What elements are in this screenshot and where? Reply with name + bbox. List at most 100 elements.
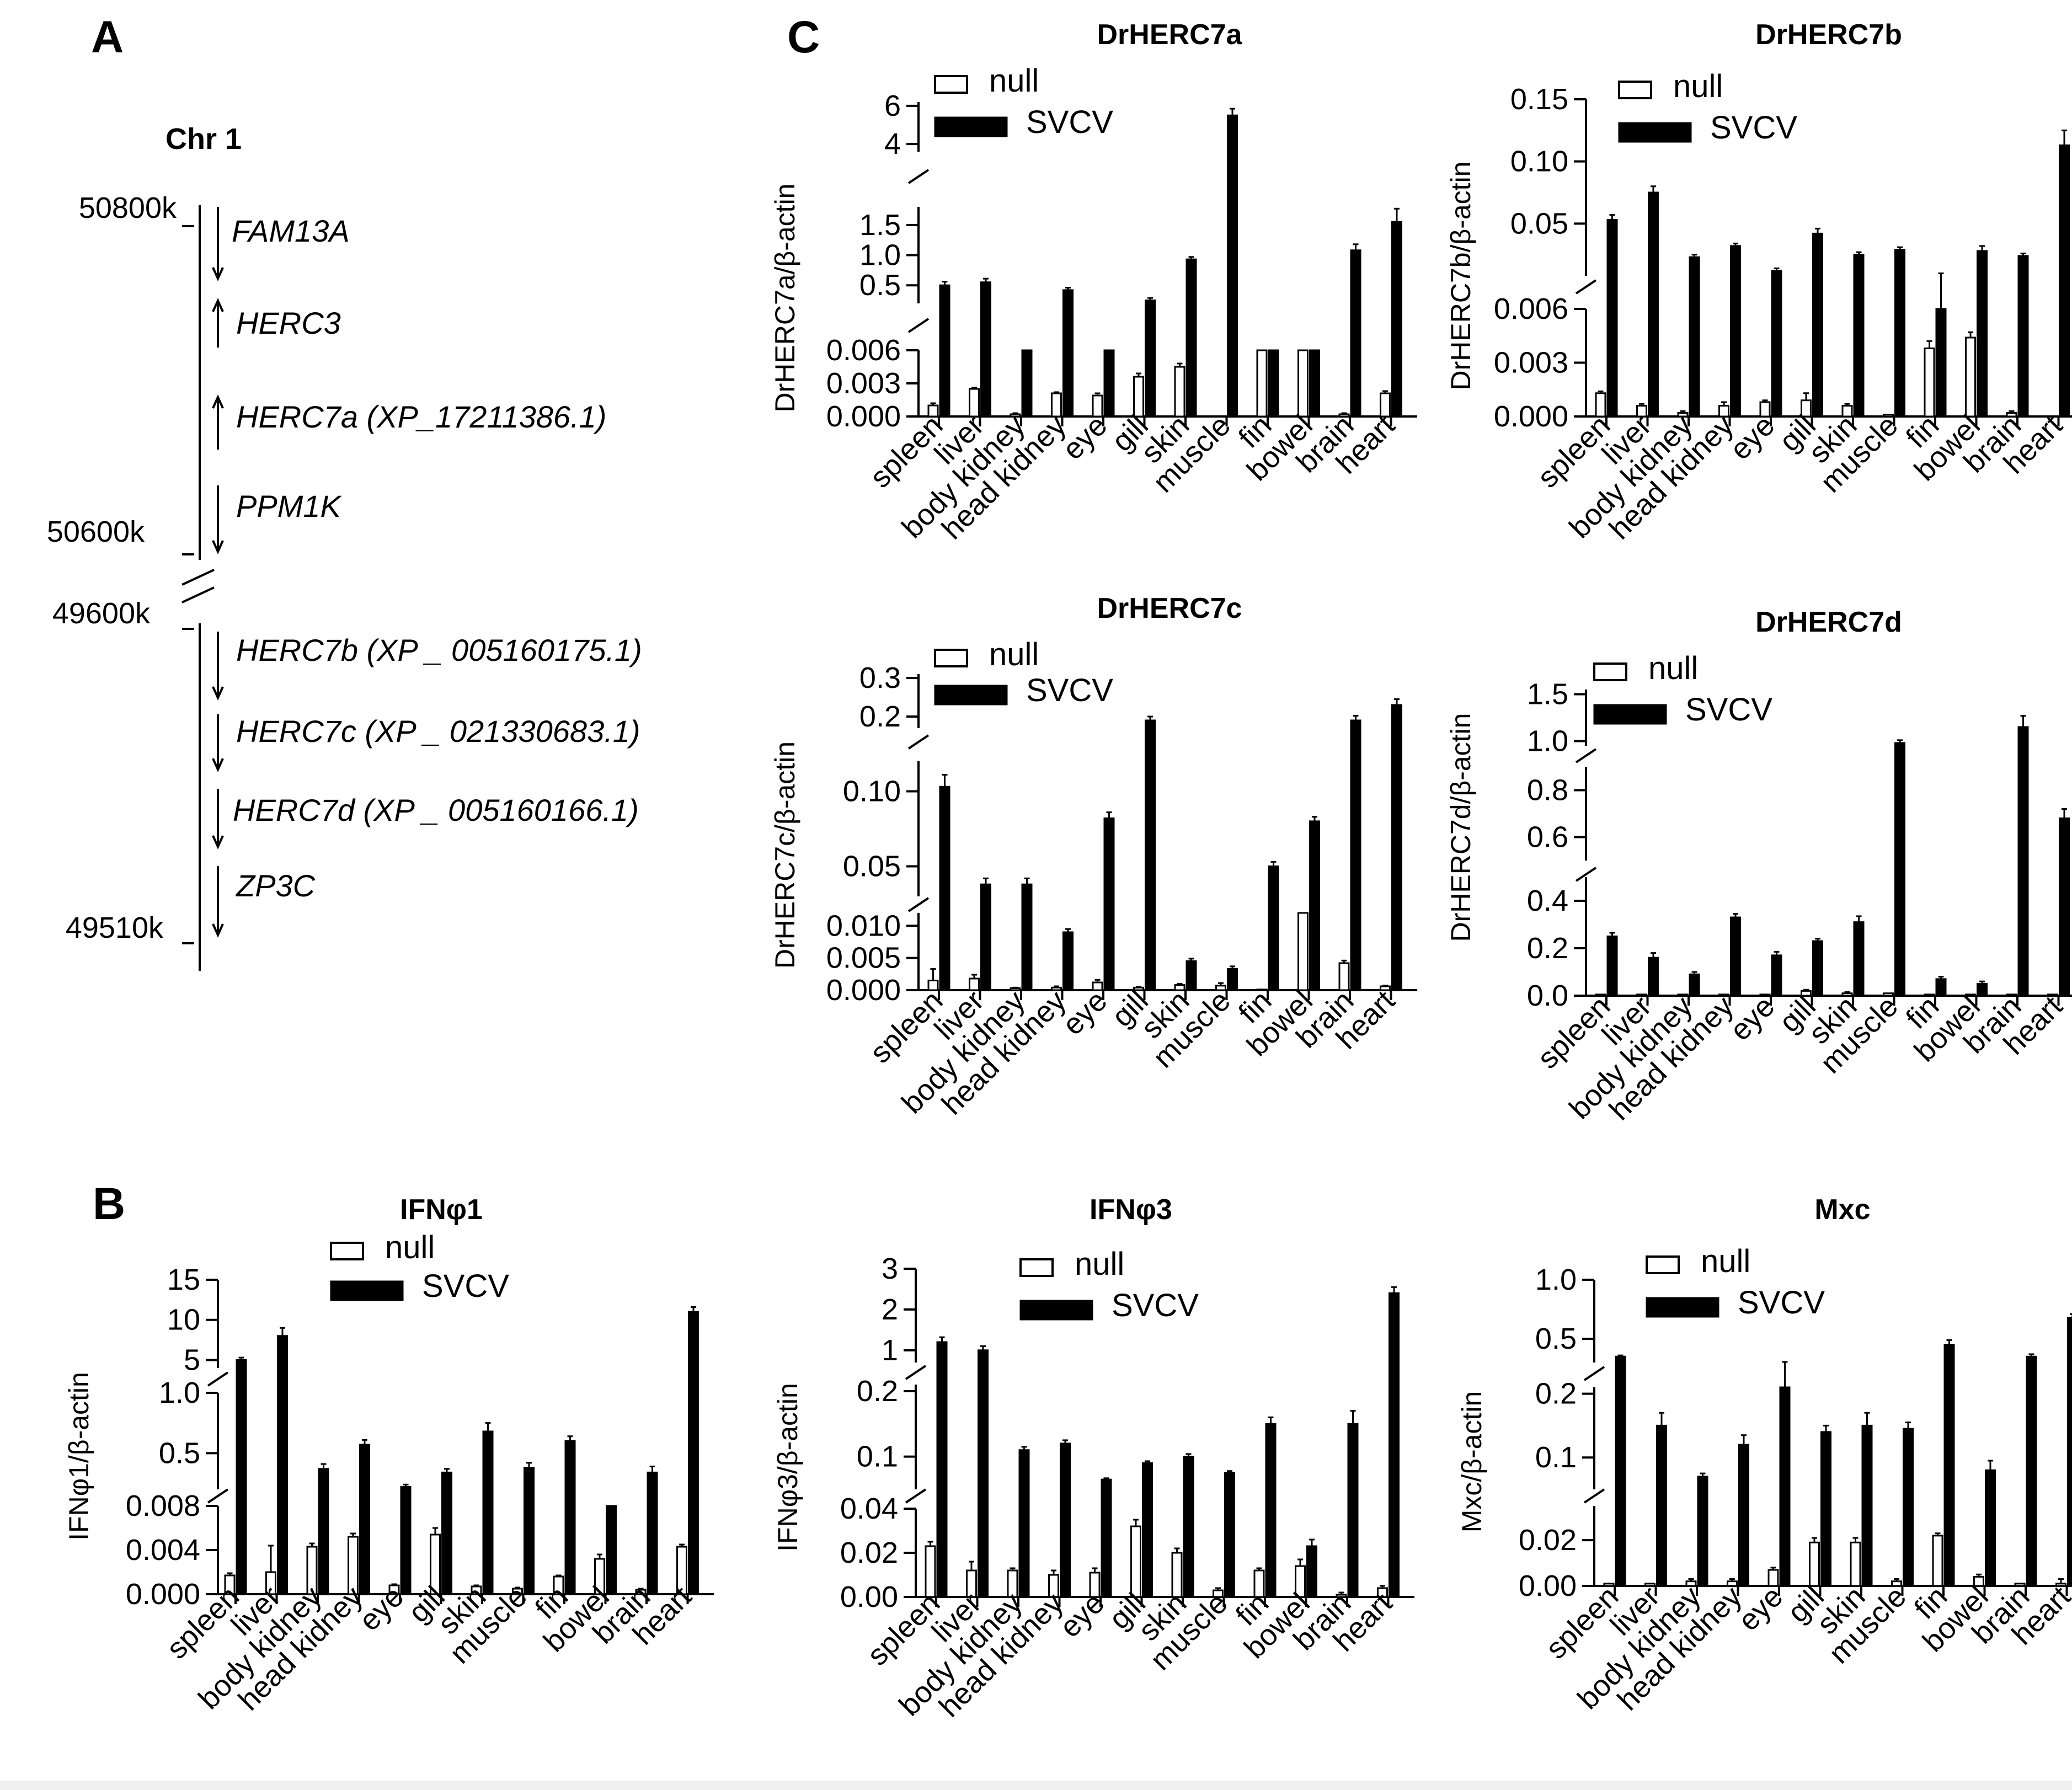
chart-title: IFNφ3 bbox=[1090, 1194, 1172, 1226]
y-tick-label: 0.1 bbox=[1535, 1441, 1577, 1474]
bar-svcv bbox=[1977, 983, 1988, 997]
y-tick-label: 2 bbox=[882, 1293, 898, 1326]
position-label: 50600k bbox=[47, 515, 145, 548]
bar-svcv bbox=[1779, 1386, 1791, 1587]
y-tick-label: 0.02 bbox=[1519, 1524, 1577, 1557]
bar-svcv bbox=[1771, 954, 1782, 997]
gene-label: HERC3 bbox=[236, 306, 341, 340]
bar-svcv bbox=[1943, 1344, 1955, 1587]
chart-ifnphi1: IFNφ1 IFNφ1/β-actin 0.000 0.004 0.008 0.5 1.05… bbox=[63, 1194, 714, 1717]
chart-title: DrHERC7c bbox=[1097, 592, 1242, 624]
bar-svcv bbox=[2017, 255, 2029, 418]
bar-svcv bbox=[1861, 1424, 1873, 1587]
bar-svcv bbox=[1101, 1478, 1112, 1598]
x-category-label: eye bbox=[1732, 1580, 1789, 1637]
axis-break-mark bbox=[181, 569, 215, 586]
y-tick-label: 0.2 bbox=[1535, 1377, 1577, 1410]
legend-label-null: null bbox=[989, 637, 1039, 672]
y-axis-label: DrHERC7a/β-actin bbox=[770, 184, 800, 413]
legend-swatch-null bbox=[1019, 1258, 1054, 1277]
axis-break-mark bbox=[207, 1488, 229, 1504]
bar-null bbox=[1924, 348, 1935, 418]
bar-null bbox=[2047, 993, 2058, 997]
bar-svcv bbox=[1021, 349, 1033, 418]
bar-null bbox=[1883, 992, 1894, 997]
bar-svcv bbox=[400, 1486, 412, 1595]
y-tick-label: 0.00 bbox=[1519, 1569, 1577, 1602]
axis-break-mark bbox=[907, 897, 930, 912]
position-label: 50800k bbox=[79, 191, 177, 225]
bar-svcv bbox=[2026, 1355, 2037, 1587]
bar-svcv bbox=[978, 1349, 989, 1598]
y-tick-label: 0.000 bbox=[1494, 400, 1568, 433]
gene-arrow-head bbox=[212, 298, 224, 312]
bar-null bbox=[1636, 993, 1647, 997]
y-tick-label: 0.02 bbox=[840, 1536, 898, 1569]
bar-null bbox=[1850, 1541, 1861, 1587]
axis-break-mark bbox=[1583, 1488, 1605, 1504]
bar-svcv bbox=[277, 1335, 288, 1595]
gene-label: ZP3C bbox=[235, 868, 316, 903]
y-tick-label: 0.006 bbox=[1494, 292, 1568, 325]
gene-label: HERC7b (XP _ 005160175.1) bbox=[236, 633, 642, 667]
legend-label-svcv: SVCV bbox=[1710, 110, 1797, 146]
bar-null bbox=[1965, 993, 1976, 997]
axis-break-mark bbox=[905, 1488, 927, 1504]
bar-svcv bbox=[2067, 1317, 2072, 1587]
y-tick-label: 0.2 bbox=[859, 700, 901, 733]
y-tick-label: 4 bbox=[884, 127, 901, 161]
bar-svcv bbox=[688, 1311, 699, 1595]
gene-label: PPM1K bbox=[236, 489, 342, 523]
x-category-label: eye bbox=[1056, 984, 1113, 1041]
bar-svcv bbox=[2017, 726, 2029, 997]
gene-arrow-head bbox=[212, 923, 224, 938]
bar-svcv bbox=[318, 1468, 329, 1595]
bar-svcv bbox=[1648, 191, 1659, 418]
bar-null bbox=[1595, 993, 1606, 997]
bar-svcv bbox=[1268, 349, 1279, 418]
bar-svcv bbox=[1985, 1469, 1996, 1587]
bar-svcv bbox=[564, 1440, 576, 1595]
bar-svcv bbox=[1935, 978, 1947, 997]
bar-svcv bbox=[2059, 817, 2070, 997]
bar-null bbox=[1174, 366, 1185, 418]
bar-svcv bbox=[524, 1467, 535, 1595]
legend-swatch-svcv bbox=[1019, 1300, 1093, 1321]
y-tick-label: 0.000 bbox=[826, 400, 901, 433]
y-tick-label: 0.10 bbox=[1510, 145, 1568, 178]
gene-label: HERC7d (XP _ 005160166.1) bbox=[233, 793, 639, 827]
bar-svcv bbox=[647, 1471, 658, 1595]
axis-break-mark bbox=[1575, 748, 1597, 763]
y-tick-label: 1.5 bbox=[859, 209, 901, 242]
bar-svcv bbox=[1145, 719, 1156, 991]
bar-svcv bbox=[1606, 936, 1618, 997]
bar-svcv bbox=[1730, 916, 1741, 997]
bar-svcv bbox=[1812, 232, 1823, 418]
axis-break-mark bbox=[207, 1371, 229, 1387]
bar-svcv bbox=[1648, 957, 1659, 997]
bar-svcv bbox=[1903, 1428, 1914, 1587]
bar-null bbox=[1133, 376, 1144, 418]
bar-svcv bbox=[1103, 817, 1115, 991]
legend-swatch-svcv bbox=[1646, 1297, 1719, 1318]
chromosome-title: Chr 1 bbox=[165, 122, 242, 156]
chart-title: DrHERC7a bbox=[1097, 19, 1243, 51]
bar-svcv bbox=[606, 1505, 617, 1595]
bar-svcv bbox=[1853, 254, 1865, 418]
legend-swatch-null bbox=[1593, 662, 1627, 681]
y-tick-label: 0.3 bbox=[859, 661, 901, 694]
legend-label-null: null bbox=[1075, 1246, 1124, 1282]
bar-svcv bbox=[1309, 820, 1320, 991]
bar-null bbox=[1603, 1583, 1615, 1587]
bar-svcv bbox=[1853, 921, 1865, 997]
gene-arrow-head bbox=[212, 267, 224, 281]
bar-null bbox=[2014, 1583, 2026, 1587]
legend-label-null: null bbox=[385, 1230, 435, 1265]
position-label: 49600k bbox=[52, 597, 151, 630]
y-tick-label: 0.15 bbox=[1510, 83, 1568, 116]
y-tick-label: 6 bbox=[884, 89, 901, 122]
bar-svcv bbox=[441, 1471, 452, 1595]
bar-svcv bbox=[939, 284, 950, 418]
y-tick-label: 1.5 bbox=[1527, 678, 1568, 711]
